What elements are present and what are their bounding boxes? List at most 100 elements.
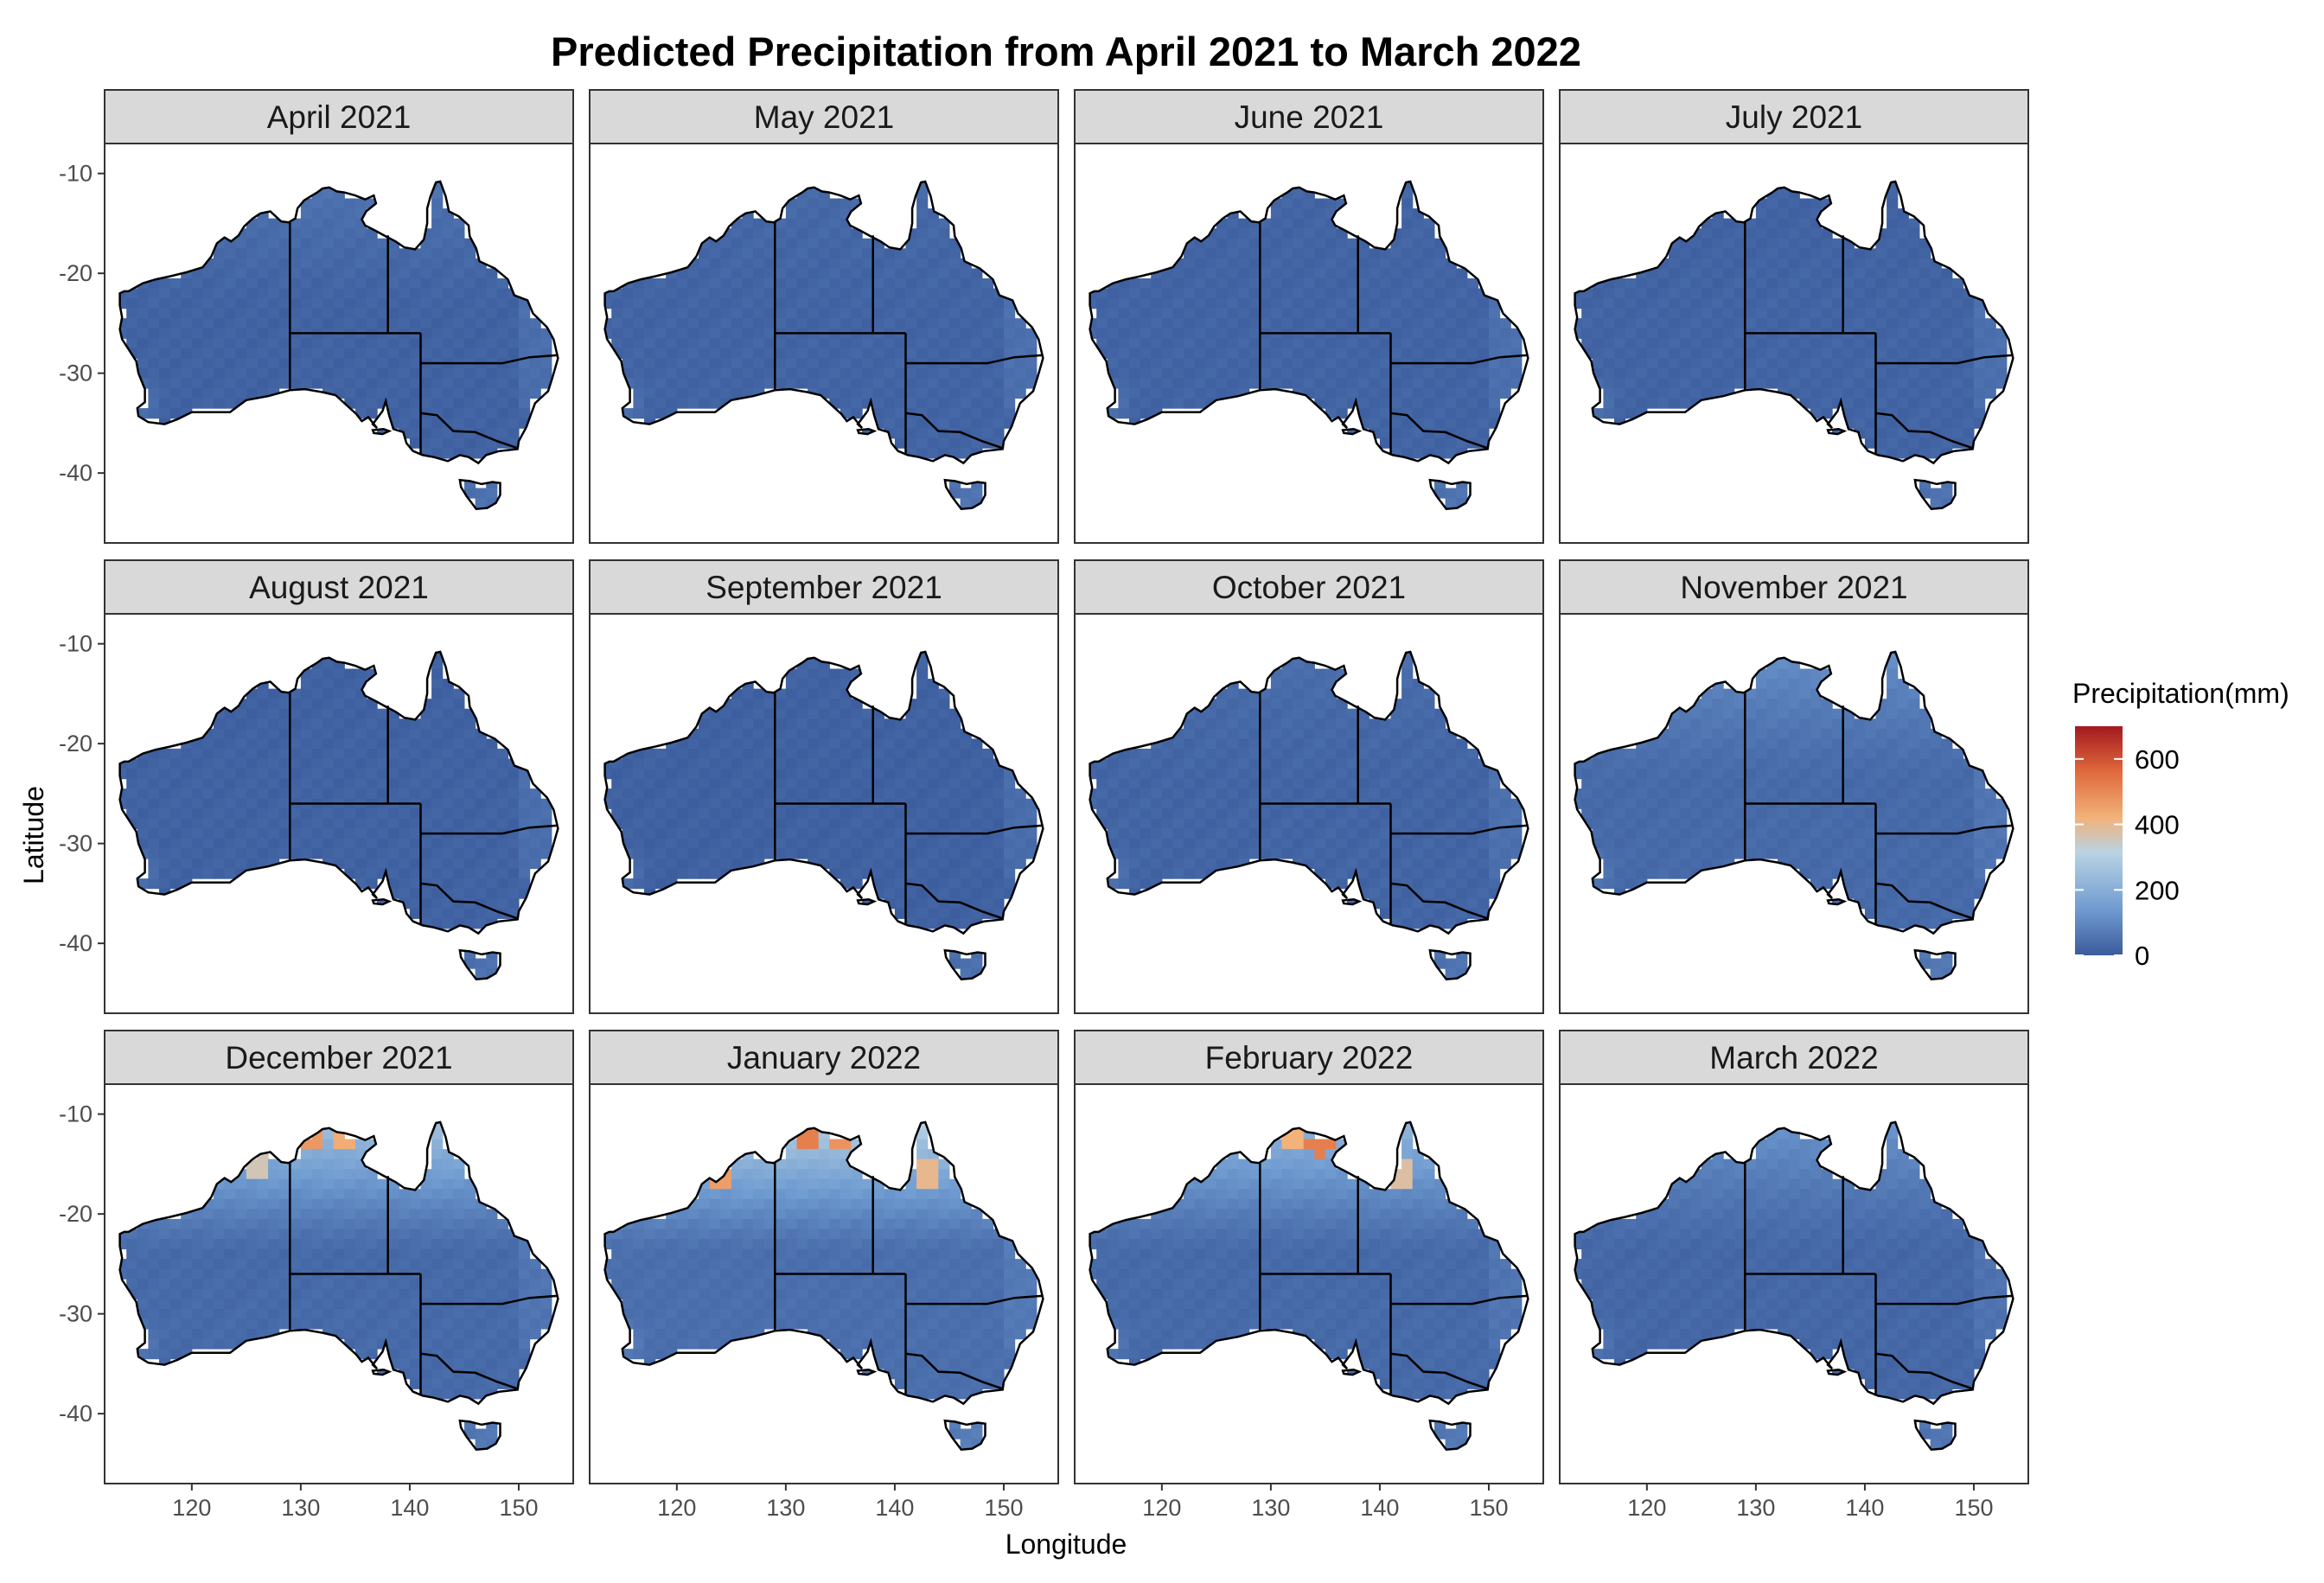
- heat-cell: [246, 378, 259, 389]
- heat-cell: [894, 367, 907, 380]
- heat-cell: [540, 808, 552, 820]
- heat-cell: [1984, 378, 1996, 389]
- heat-cell: [246, 268, 259, 279]
- heat-cell: [763, 838, 776, 849]
- heat-cell: [508, 878, 520, 890]
- heat-cell: [246, 808, 259, 820]
- heat-cell: [971, 818, 983, 829]
- heat-cell: [829, 288, 841, 299]
- heat-cell: [916, 788, 929, 800]
- heat-cell: [137, 318, 149, 329]
- heat-cell: [1194, 398, 1206, 409]
- heat-cell: [1129, 828, 1141, 839]
- heat-cell: [753, 378, 765, 389]
- heat-cell: [785, 769, 798, 780]
- heat-cell: [1205, 769, 1217, 780]
- heat-cell: [1140, 318, 1152, 329]
- heat-cell: [496, 308, 508, 319]
- heat-cell: [486, 418, 498, 429]
- heat-cell: [246, 328, 259, 339]
- heat-cell: [1810, 238, 1823, 249]
- heat-cell: [1107, 348, 1119, 359]
- heat-cell: [1369, 268, 1381, 279]
- heat-cell: [431, 758, 444, 769]
- heat-cell: [785, 378, 798, 389]
- heat-cell: [1260, 228, 1272, 239]
- heat-cell: [1336, 708, 1348, 719]
- heat-cell: [949, 888, 961, 899]
- heat-cell: [829, 708, 841, 719]
- heat-cell: [1625, 288, 1637, 299]
- heat-cell: [753, 848, 765, 859]
- heat-cell: [1401, 181, 1414, 189]
- heat-cell: [453, 348, 465, 359]
- heat-cell: [409, 838, 422, 849]
- heat-cell: [453, 859, 465, 870]
- heat-cell: [1357, 388, 1370, 399]
- heat-cell: [496, 428, 508, 439]
- heat-cell: [235, 808, 247, 820]
- heat-cell: [1778, 198, 1790, 209]
- heat-cell: [290, 278, 302, 290]
- heat-cell: [960, 498, 972, 509]
- heat-cell: [1014, 318, 1026, 329]
- heat-cell: [1390, 798, 1402, 809]
- heat-cell: [1445, 848, 1457, 859]
- heat-cell: [687, 798, 699, 809]
- heat-cell: [1423, 778, 1435, 789]
- heat-cell: [1238, 288, 1250, 299]
- heat-cell: [720, 838, 732, 849]
- heat-cell: [333, 358, 345, 369]
- heat-cell: [1347, 367, 1359, 380]
- heat-cell: [322, 318, 335, 329]
- heat-cell: [785, 758, 798, 769]
- heat-cell: [399, 778, 411, 789]
- heat-cell: [981, 808, 993, 820]
- heat-cell: [399, 728, 411, 739]
- heat-cell: [1788, 248, 1800, 259]
- heat-cell: [442, 248, 454, 259]
- heat-cell: [268, 808, 280, 820]
- heat-cell: [1347, 769, 1359, 780]
- heat-cell: [1445, 367, 1457, 380]
- heat-cell: [1369, 288, 1381, 299]
- heat-cell: [1799, 268, 1811, 279]
- heat-cell: [1260, 268, 1272, 279]
- heat-cell: [818, 848, 830, 859]
- heat-cell: [431, 838, 444, 849]
- heat-cell: [464, 718, 476, 730]
- heat-cell: [235, 769, 247, 780]
- heat-cell: [1810, 228, 1823, 239]
- heat-cell: [611, 338, 623, 349]
- heat-cell: [1908, 367, 1920, 380]
- heat-cell: [1347, 298, 1359, 310]
- heat-cell: [1014, 798, 1026, 809]
- heat-cell: [1227, 308, 1239, 319]
- heat-cell: [278, 758, 290, 769]
- heat-cell: [1205, 278, 1217, 290]
- heat-cell: [1140, 859, 1152, 870]
- heat-cell: [1118, 798, 1130, 809]
- heat-cell: [709, 718, 721, 730]
- heat-cell: [224, 348, 236, 359]
- heat-cell: [1205, 258, 1217, 269]
- heat-cell: [1325, 859, 1338, 870]
- heat-cell: [1369, 828, 1381, 839]
- heat-cell: [191, 298, 203, 310]
- heat-cell: [604, 788, 612, 800]
- heat-cell: [1423, 798, 1435, 809]
- heat-cell: [1238, 367, 1250, 380]
- heat-cell: [1336, 838, 1348, 849]
- heat-cell: [1184, 398, 1196, 409]
- heat-cell: [622, 328, 634, 339]
- heat-cell: [1314, 218, 1326, 229]
- heat-cell: [311, 228, 323, 239]
- heat-cell: [1140, 388, 1152, 399]
- heat-cell: [862, 708, 874, 719]
- heat-cell: [431, 878, 444, 890]
- heat-cell: [1489, 778, 1501, 789]
- heat-cell: [666, 328, 678, 339]
- heat-cell: [1864, 338, 1877, 349]
- heat-cell: [666, 388, 678, 399]
- heat-cell: [1369, 318, 1381, 329]
